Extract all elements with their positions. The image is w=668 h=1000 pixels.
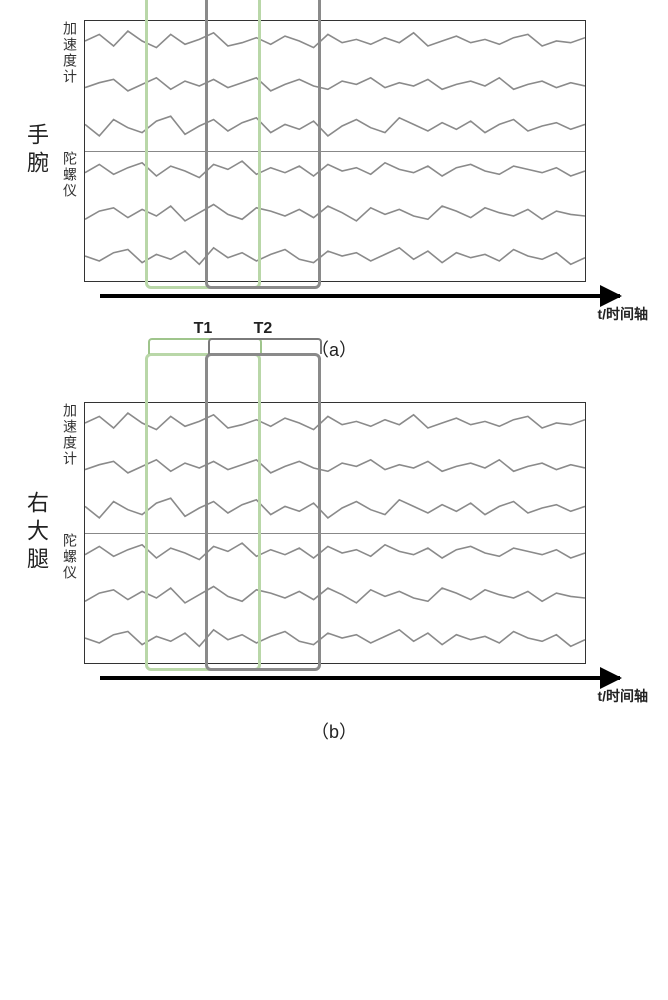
location-label-b: 右大腿 <box>20 491 52 575</box>
chart-box-b: T1T2 <box>84 402 586 664</box>
sensor-labels-b: 加速度计 陀螺仪 <box>60 403 80 663</box>
panel-b: 右大腿 加速度计 陀螺仪 T1T2 t/时间轴 （b） <box>20 402 648 744</box>
signal-trace <box>85 630 585 647</box>
signal-trace <box>85 413 585 430</box>
signal-trace <box>85 161 585 178</box>
panel-b-body: 右大腿 加速度计 陀螺仪 T1T2 <box>20 402 648 664</box>
signal-trace <box>85 498 585 518</box>
signal-trace <box>85 205 585 221</box>
subfig-label-a: （a） <box>20 336 648 362</box>
chart-area-b: T1T2 <box>84 402 586 664</box>
signal-trace <box>85 31 585 47</box>
signal-trace <box>85 116 585 136</box>
signal-trace <box>85 248 585 264</box>
axis-line-a <box>100 294 620 298</box>
axis-label-b: t/时间轴 <box>597 686 648 706</box>
signal-trace <box>85 460 585 473</box>
sensor-label-accel-b: 加速度计 <box>60 403 80 533</box>
axis-label-a: t/时间轴 <box>597 304 648 324</box>
panel-a: 手腕 加速度计 陀螺仪 T1T2 t/时间轴 （a） <box>20 20 648 362</box>
figure-root: 手腕 加速度计 陀螺仪 T1T2 t/时间轴 （a） 右大腿 加速度计 陀螺仪 … <box>20 20 648 744</box>
sensor-label-gyro-b: 陀螺仪 <box>60 533 80 663</box>
signal-trace <box>85 78 585 91</box>
sensor-label-accel-a: 加速度计 <box>60 21 80 151</box>
time-axis-a: t/时间轴 <box>100 294 648 298</box>
signal-trace <box>85 543 585 560</box>
chart-area-a: T1T2 <box>84 20 586 282</box>
chart-box-a: T1T2 <box>84 20 586 282</box>
time-axis-b: t/时间轴 <box>100 676 648 680</box>
location-label-a: 手腕 <box>20 123 52 179</box>
panel-a-body: 手腕 加速度计 陀螺仪 T1T2 <box>20 20 648 282</box>
sensor-labels-a: 加速度计 陀螺仪 <box>60 21 80 281</box>
sensor-label-gyro-a: 陀螺仪 <box>60 151 80 281</box>
axis-line-b <box>100 676 620 680</box>
signal-trace <box>85 587 585 603</box>
subfig-label-b: （b） <box>20 718 648 744</box>
